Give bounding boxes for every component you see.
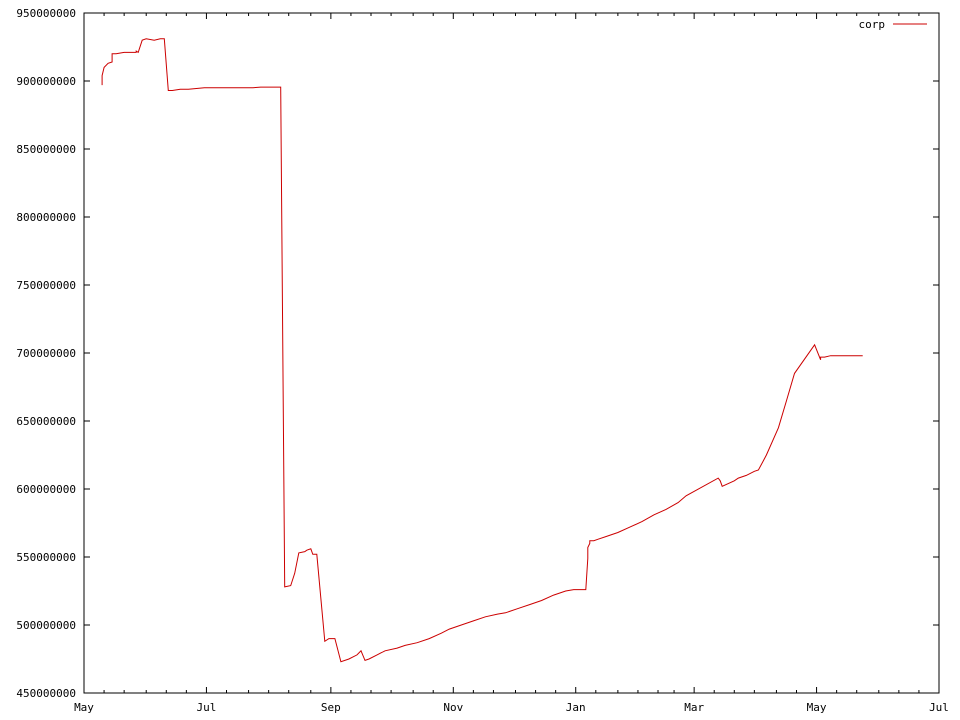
legend: corp bbox=[859, 18, 927, 31]
x-tick-label: Nov bbox=[443, 701, 463, 714]
y-tick-label: 650000000 bbox=[16, 415, 76, 428]
y-tick-label: 600000000 bbox=[16, 483, 76, 496]
legend-label: corp bbox=[859, 18, 886, 31]
x-axis: May Jul Sep Nov Jan Mar May Jul bbox=[74, 13, 949, 714]
series-line-corp bbox=[101, 38, 863, 663]
y-tick-label: 550000000 bbox=[16, 551, 76, 564]
y-tick-label: 750000000 bbox=[16, 279, 76, 292]
series-layer bbox=[101, 38, 863, 663]
y-axis: 450000000 500000000 550000000 600000000 6500… bbox=[16, 7, 939, 700]
y-tick-label: 700000000 bbox=[16, 347, 76, 360]
x-tick-label: Jan bbox=[566, 701, 586, 714]
x-tick-label: Sep bbox=[321, 701, 341, 714]
x-tick-label: May bbox=[74, 701, 94, 714]
x-tick-label: Jul bbox=[196, 701, 216, 714]
y-tick-label: 800000000 bbox=[16, 211, 76, 224]
y-tick-label: 500000000 bbox=[16, 619, 76, 632]
y-tick-label: 950000000 bbox=[16, 7, 76, 20]
x-tick-label: Jul bbox=[929, 701, 949, 714]
y-tick-label: 450000000 bbox=[16, 687, 76, 700]
y-tick-label: 850000000 bbox=[16, 143, 76, 156]
x-tick-label: May bbox=[807, 701, 827, 714]
x-tick-label: Mar bbox=[684, 701, 704, 714]
plot-frame bbox=[83, 12, 940, 694]
y-tick-label: 900000000 bbox=[16, 75, 76, 88]
